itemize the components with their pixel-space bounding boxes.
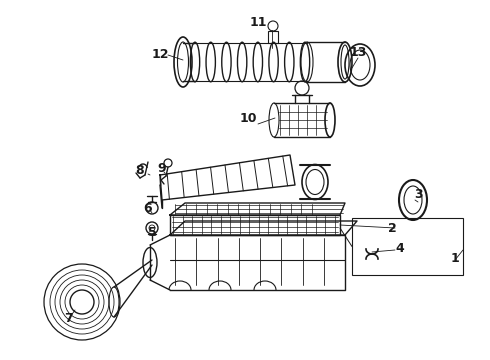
- Text: 4: 4: [395, 242, 404, 255]
- Text: 12: 12: [151, 49, 169, 62]
- Text: 10: 10: [239, 112, 257, 125]
- Text: 6: 6: [144, 202, 152, 215]
- Text: 8: 8: [136, 163, 145, 176]
- Bar: [268, 31, 278, 43]
- Text: 1: 1: [451, 252, 460, 265]
- Text: 9: 9: [158, 162, 166, 175]
- Text: 7: 7: [64, 311, 73, 324]
- Text: 13: 13: [349, 45, 367, 58]
- Text: 5: 5: [147, 226, 156, 239]
- Text: 11: 11: [249, 15, 267, 28]
- Text: 3: 3: [414, 189, 422, 202]
- Bar: [170, 215, 340, 235]
- Text: 2: 2: [388, 221, 396, 234]
- Bar: [352, 218, 463, 275]
